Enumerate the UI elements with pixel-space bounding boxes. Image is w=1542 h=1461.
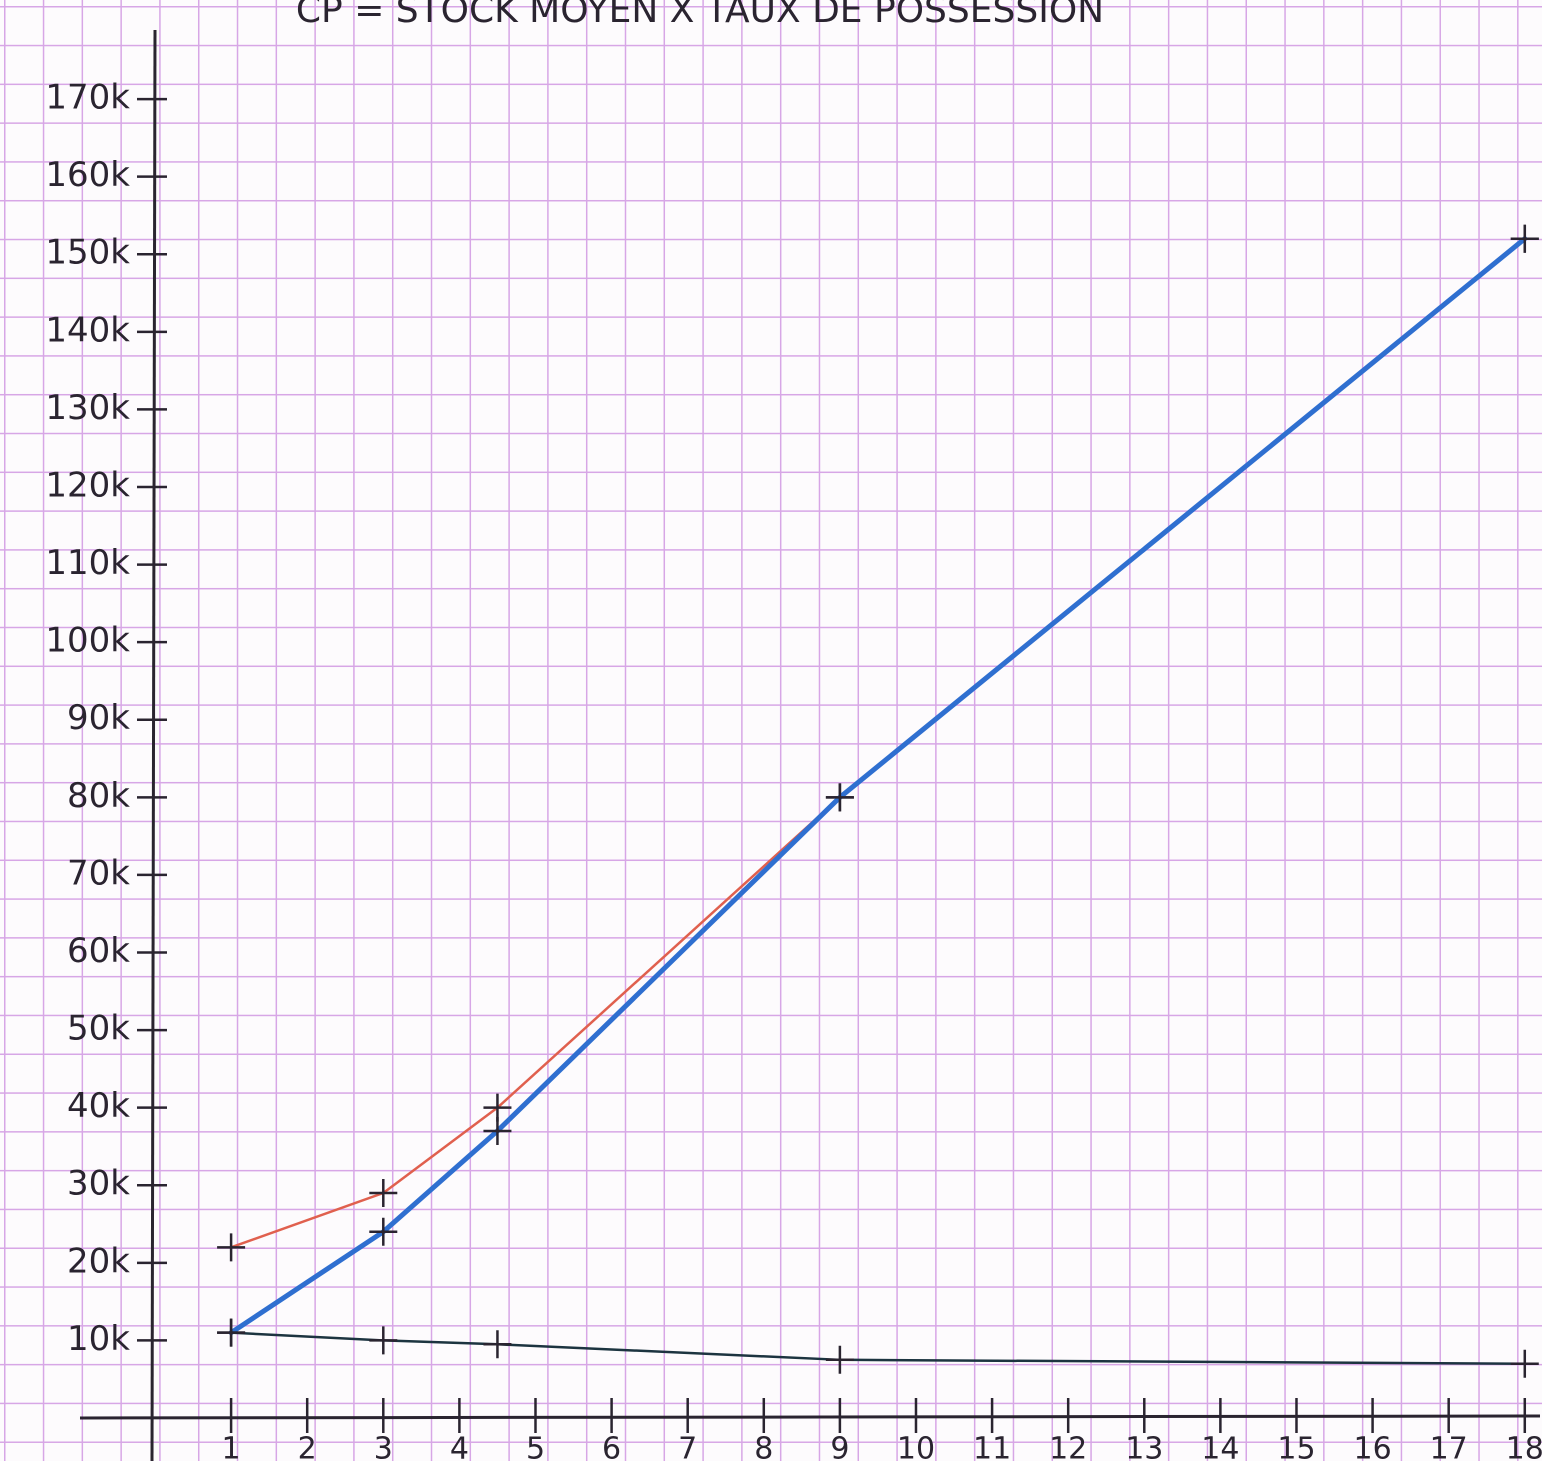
x-tick-label: 10 xyxy=(897,1432,935,1461)
line xyxy=(231,239,1525,1333)
x-tick-label: 8 xyxy=(754,1432,773,1461)
y-tick-label: 140k xyxy=(45,310,130,350)
chart-title: CP = STOCK MOYEN X TAUX DE POSSESSION xyxy=(296,0,1104,31)
y-tick-label: 40k xyxy=(67,1086,130,1126)
point-marker xyxy=(217,1233,245,1261)
x-tick-label: 5 xyxy=(526,1432,545,1461)
x-tick-label: 2 xyxy=(298,1432,317,1461)
x-tick-label: 11 xyxy=(973,1432,1011,1461)
x-axis xyxy=(80,1416,1540,1418)
y-tick-label: 110k xyxy=(45,543,130,583)
point-marker xyxy=(483,1330,511,1358)
x-tick-label: 6 xyxy=(602,1432,621,1461)
y-tick-label: 170k xyxy=(45,78,130,118)
x-tick-label: 7 xyxy=(678,1432,697,1461)
x-tick-label: 12 xyxy=(1049,1432,1087,1461)
y-tick-label: 20k xyxy=(67,1241,130,1281)
x-tick-label: 4 xyxy=(450,1432,469,1461)
point-marker xyxy=(1511,1350,1539,1378)
y-tick-label: 10k xyxy=(67,1319,130,1359)
y-tick-label: 50k xyxy=(67,1009,130,1049)
x-tick-label: 15 xyxy=(1277,1432,1315,1461)
point-marker xyxy=(217,1319,245,1347)
y-axis xyxy=(152,30,155,1461)
page: CP = STOCK MOYEN X TAUX DE POSSESSION 10… xyxy=(0,0,1542,1461)
x-tick-label: 3 xyxy=(374,1432,393,1461)
x-tick-label: 9 xyxy=(830,1432,849,1461)
y-tick-label: 90k xyxy=(67,698,130,738)
x-tick-label: 18 xyxy=(1506,1432,1542,1461)
y-tick-label: 70k xyxy=(67,853,130,893)
y-tick-label: 100k xyxy=(45,621,130,661)
x-tick-label: 14 xyxy=(1201,1432,1239,1461)
point-marker xyxy=(369,1179,397,1207)
y-tick-label: 150k xyxy=(45,233,130,273)
y-tick-label: 80k xyxy=(67,776,130,816)
point-marker xyxy=(369,1326,397,1354)
chart: CP = STOCK MOYEN X TAUX DE POSSESSION 10… xyxy=(0,0,1542,1461)
y-tick-label: 120k xyxy=(45,465,130,505)
x-tick-label: 13 xyxy=(1125,1432,1163,1461)
point-marker xyxy=(826,1346,854,1374)
y-tick-label: 30k xyxy=(67,1164,130,1204)
x-tick-label: 17 xyxy=(1430,1432,1468,1461)
line xyxy=(231,239,1525,1248)
y-tick-label: 130k xyxy=(45,388,130,428)
x-tick-label: 16 xyxy=(1353,1432,1391,1461)
y-tick-label: 160k xyxy=(45,155,130,195)
y-tick-label: 60k xyxy=(67,931,130,971)
line xyxy=(231,1333,1525,1364)
x-tick-label: 1 xyxy=(222,1432,241,1461)
